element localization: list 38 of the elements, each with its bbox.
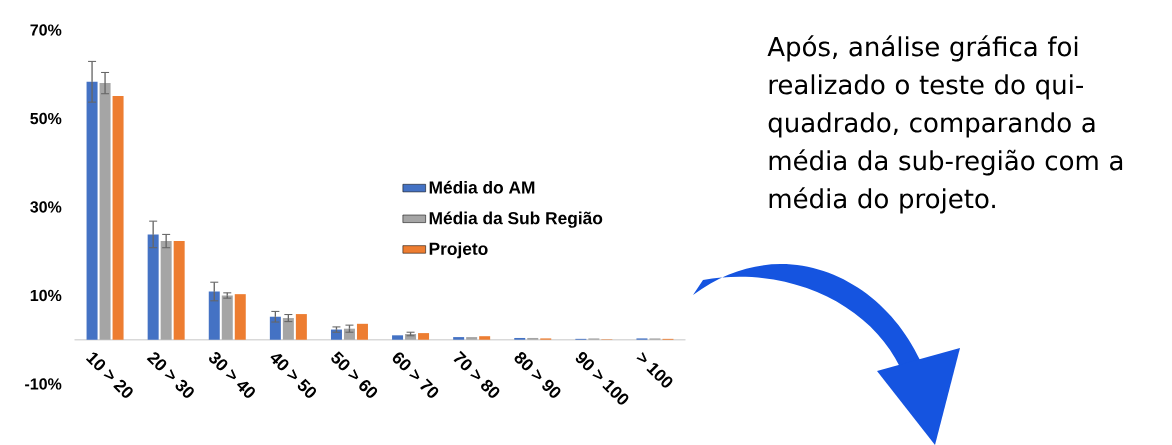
x-tick-label: 40 > 50 xyxy=(270,354,317,398)
legend-label: Média da Sub Região xyxy=(429,211,603,228)
bar xyxy=(234,294,246,340)
text: Após, análise gráfica foi realizado o teste do qui-quadrado, comparando a média da sub-região com a média do projeto. xyxy=(767,35,1123,214)
legend-label: Projeto xyxy=(429,242,488,259)
bar xyxy=(99,83,111,340)
bar xyxy=(343,328,355,340)
bar xyxy=(282,318,294,340)
x-tick-label: 50 > 60 xyxy=(331,351,378,398)
y-tick-label: 10% xyxy=(30,289,62,302)
bar xyxy=(86,81,98,340)
x-tick-label: 10 > 20 xyxy=(85,352,133,398)
bar xyxy=(356,323,368,340)
x-tick-label: 60 > 70 xyxy=(392,352,439,398)
y-tick-label: 50% xyxy=(30,112,62,125)
x-tick-label: 20 > 30 xyxy=(146,352,194,398)
x-tick-label: 30 > 40 xyxy=(209,352,255,398)
bar xyxy=(479,336,491,340)
bar xyxy=(208,291,220,340)
legend-label: Média do AM xyxy=(429,180,535,194)
x-tick-label: 80 > 90 xyxy=(514,352,561,398)
y-tick-label: 70% xyxy=(30,24,62,36)
bar xyxy=(173,241,185,340)
bar xyxy=(221,295,233,340)
bar xyxy=(466,337,478,340)
bar xyxy=(160,241,172,340)
y-tick-label: 30% xyxy=(30,201,62,213)
bar xyxy=(418,333,430,340)
bar xyxy=(392,335,404,340)
x-tick-label: 70 > 80 xyxy=(453,350,500,398)
x-tick-label: > 100 xyxy=(636,351,673,388)
bar xyxy=(453,337,465,340)
x-tick-label: 90 > 100 xyxy=(575,352,629,405)
y-tick-label: -10% xyxy=(25,378,62,390)
bar xyxy=(112,95,124,340)
bar xyxy=(330,329,342,340)
bar xyxy=(295,314,307,340)
bar xyxy=(147,234,159,340)
